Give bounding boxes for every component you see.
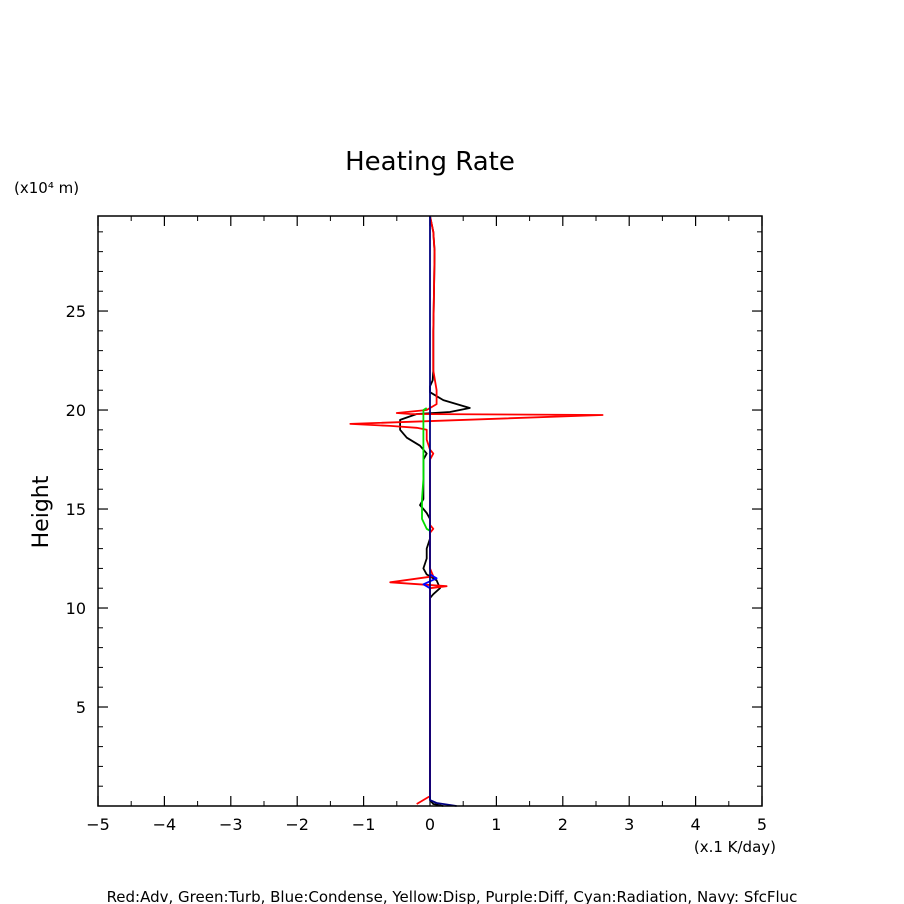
x-tick-label: 1 bbox=[491, 815, 501, 834]
y-axis-label: Height bbox=[29, 475, 54, 548]
x-tick-label: 2 bbox=[558, 815, 568, 834]
y-tick-label: 15 bbox=[66, 500, 86, 519]
x-tick-label: 3 bbox=[624, 815, 634, 834]
chart-title: Heating Rate bbox=[345, 147, 515, 177]
x-tick-label: −2 bbox=[285, 815, 309, 834]
series-line-2 bbox=[421, 407, 431, 532]
x-tick-label: −4 bbox=[153, 815, 177, 834]
x-axis-label: (x.1 K/day) bbox=[694, 838, 776, 856]
y-unit-label: (x10⁴ m) bbox=[14, 179, 79, 197]
series-line-4 bbox=[429, 216, 457, 807]
y-tick-label: 10 bbox=[66, 599, 86, 618]
x-tick-label: −5 bbox=[86, 815, 110, 834]
y-tick-label: 5 bbox=[76, 698, 86, 717]
y-tick-label: 20 bbox=[66, 401, 86, 420]
x-tick-label: 0 bbox=[425, 815, 435, 834]
series-layer bbox=[349, 215, 604, 807]
ticks-layer: −5 −4 −3 −2 −1 0 1 2 3 4 5 5 10 15 20 25 bbox=[66, 216, 767, 834]
series-line-1 bbox=[349, 215, 604, 805]
y-tick-label: 25 bbox=[66, 302, 86, 321]
x-tick-label: 5 bbox=[757, 815, 767, 834]
x-tick-label: −3 bbox=[219, 815, 243, 834]
plot-frame bbox=[97, 215, 763, 807]
legend-footer: Red:Adv, Green:Turb, Blue:Condense, Yell… bbox=[107, 888, 798, 904]
series-line-0 bbox=[399, 215, 471, 807]
x-tick-label: −1 bbox=[352, 815, 376, 834]
x-tick-label: 4 bbox=[691, 815, 701, 834]
